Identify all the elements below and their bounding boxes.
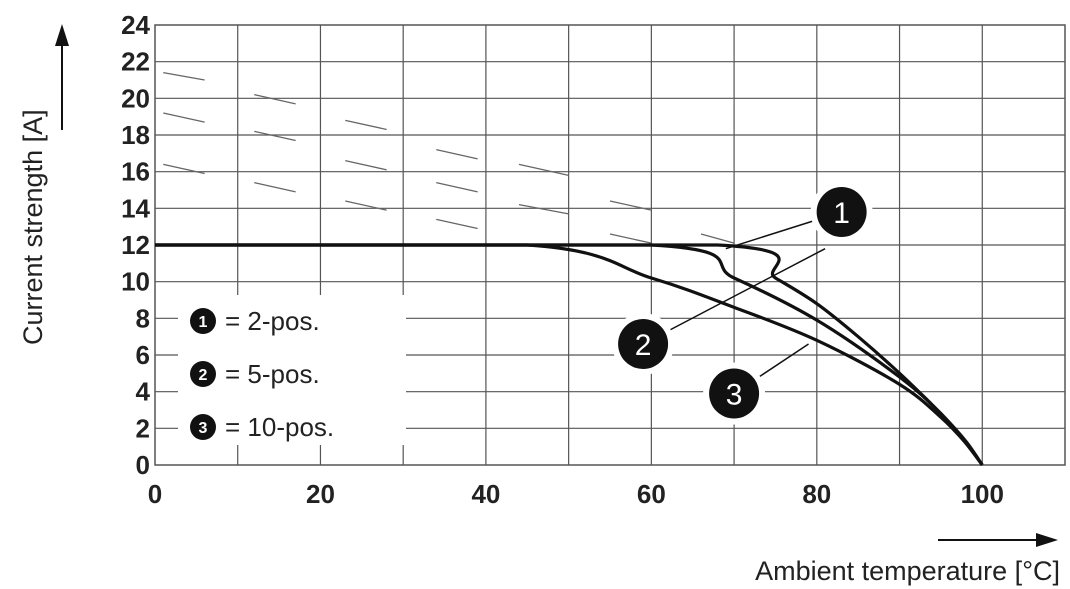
y-axis-arrow-head [55,24,69,46]
y-tick-label: 2 [136,413,150,443]
y-tick-label: 24 [121,10,150,40]
watermark-hatching [163,72,735,244]
series-callouts: 1 2 3 [612,181,873,425]
series-lines [155,243,984,466]
watermark-dash [345,160,387,171]
x-tick-label: 100 [961,479,1004,509]
y-tick-label: 10 [121,267,150,297]
y-tick-label: 6 [136,340,150,370]
callout-badge-number: 2 [635,329,652,362]
callout-badge [618,319,669,369]
x-axis-arrow-head [1036,533,1058,547]
y-tick-label: 4 [136,377,151,407]
x-tick-label: 40 [471,479,500,509]
callout-badge [816,187,867,237]
watermark-dash [163,163,205,175]
watermark-dash [609,200,652,211]
x-tick-label: 0 [148,479,162,509]
x-tick-labels: 0 20 40 60 80 100 [148,479,1004,509]
y-tick-label: 22 [121,47,150,77]
y-tick-label: 8 [136,303,150,333]
legend-badge-number: 1 [199,314,208,331]
watermark-dash [609,233,652,244]
watermark-dash [518,204,569,215]
callout-badge [709,368,760,419]
legend-label: = 5-pos. [225,359,320,389]
watermark-dash [436,149,478,160]
watermark-dash [254,94,296,105]
watermark-dash [163,72,205,81]
callout-badge-number: 3 [726,379,743,412]
x-tick-label: 60 [637,479,666,509]
y-tick-label: 20 [121,83,150,113]
y-axis-label: Current strength [A] [18,109,48,345]
legend: 1 = 2-pos. 2 = 5-pos. 3 = 10-pos. [178,295,406,445]
y-tick-label: 16 [121,157,150,187]
series-line-3 [155,243,984,466]
watermark-dash [254,130,296,142]
legend-badge [190,361,216,387]
watermark-dash [436,218,478,230]
legend-badge-number: 2 [199,367,208,384]
watermark-dash [163,112,205,123]
watermark-dash [436,182,478,193]
callout-badge-number: 1 [833,197,850,230]
legend-background [178,295,406,445]
legend-label: = 10-pos. [225,412,334,442]
watermark-dash [254,182,296,193]
y-tick-label: 0 [136,450,150,480]
x-axis-title: Ambient temperature [°C] [755,533,1060,586]
legend-badge [190,414,216,440]
callout-leader-line [642,248,826,345]
legend-badge-number: 3 [199,420,208,437]
y-tick-label: 14 [121,193,150,223]
watermark-dash [518,163,569,176]
x-tick-label: 20 [306,479,335,509]
legend-badge [190,308,216,334]
y-tick-label: 12 [121,230,150,260]
y-tick-label: 18 [121,120,150,150]
watermark-dash [345,119,387,131]
x-axis-label: Ambient temperature [°C] [755,556,1060,586]
legend-label: = 2-pos. [225,306,320,336]
watermark-dash [700,233,735,244]
y-axis-title: Current strength [A] [18,24,69,345]
watermark-dash [345,200,387,211]
x-tick-label: 80 [802,479,831,509]
